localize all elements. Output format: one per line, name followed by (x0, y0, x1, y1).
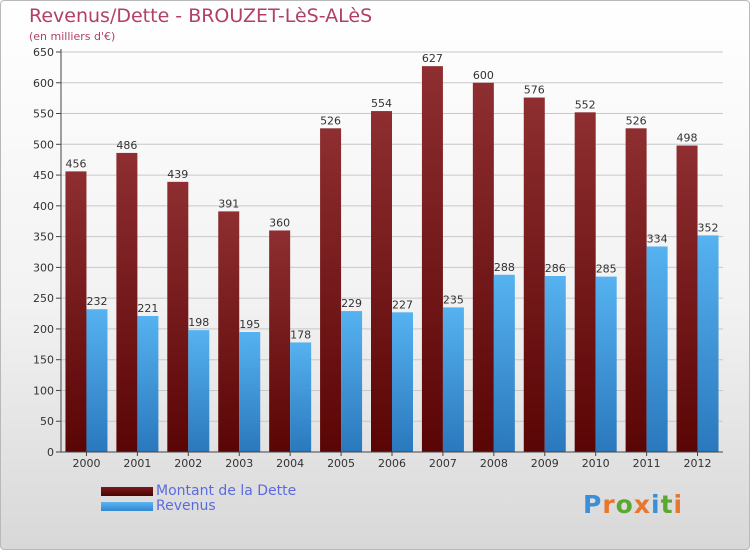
data-label-dette: 526 (626, 114, 647, 127)
bar-dette (167, 181, 189, 452)
x-tick-label: 2002 (174, 457, 202, 470)
y-tick-label: 100 (33, 384, 54, 397)
bar-dette (116, 152, 138, 452)
logo-letter: o (615, 490, 634, 519)
y-tick-label: 450 (33, 169, 54, 182)
x-tick-label: 2000 (72, 457, 100, 470)
bar-revenus (137, 316, 159, 452)
logo-letter: i (651, 490, 661, 519)
bar-dette (269, 230, 291, 452)
x-tick-label: 2003 (225, 457, 253, 470)
data-label-revenus: 288 (494, 261, 515, 274)
y-tick-label: 0 (47, 446, 54, 459)
data-label-revenus: 221 (137, 302, 158, 315)
data-label-dette: 600 (473, 69, 494, 82)
y-tick-label: 650 (33, 46, 54, 59)
y-tick-label: 150 (33, 354, 54, 367)
bar-dette (65, 171, 87, 452)
bar-dette (320, 128, 342, 453)
data-label-revenus: 285 (596, 263, 617, 276)
logo-letter: t (660, 490, 674, 519)
bar-revenus (595, 276, 617, 452)
x-tick-label: 2009 (531, 457, 559, 470)
data-label-dette: 456 (65, 157, 86, 170)
bar-dette (625, 128, 647, 453)
bar-dette (421, 66, 443, 453)
chart-subtitle: (en milliers d'€) (29, 30, 116, 43)
x-tick-label: 2005 (327, 457, 355, 470)
data-label-revenus: 235 (443, 293, 464, 306)
y-tick-label: 350 (33, 231, 54, 244)
legend-label-revenus: Revenus (156, 498, 216, 514)
bar-revenus (544, 276, 566, 452)
y-tick-label: 300 (33, 261, 54, 274)
data-label-revenus: 286 (545, 262, 566, 275)
bar-revenus (493, 274, 515, 452)
legend-label-dette: Montant de la Dette (156, 483, 297, 499)
data-label-revenus: 198 (188, 316, 209, 329)
bars (65, 66, 719, 453)
x-tick-label: 2006 (378, 457, 406, 470)
logo-letter: x (633, 490, 651, 519)
bar-revenus (239, 332, 261, 452)
x-tick-label: 2001 (123, 457, 151, 470)
data-label-revenus: 352 (698, 221, 719, 234)
logo-letter: i (673, 490, 684, 519)
y-tick-label: 600 (33, 77, 54, 90)
bar-revenus (442, 307, 464, 452)
chart-title: Revenus/Dette - BROUZET-LèS-ALèS (29, 5, 373, 27)
bar-dette (574, 112, 596, 453)
data-label-dette: 627 (422, 52, 443, 65)
data-label-revenus: 178 (290, 328, 311, 341)
y-tick-label: 550 (33, 108, 54, 121)
bar-revenus (392, 312, 413, 452)
bar-revenus (290, 342, 312, 452)
bar-revenus (646, 246, 668, 452)
logo-letter: r (602, 490, 616, 519)
x-tick-label: 2011 (633, 457, 661, 470)
bar-dette (218, 211, 240, 452)
y-tick-label: 50 (40, 415, 54, 428)
logo-letter: P (583, 490, 603, 519)
bar-revenus (86, 309, 108, 452)
bar-dette (676, 145, 698, 453)
bar-revenus (188, 330, 210, 452)
x-tick-label: 2004 (276, 457, 304, 470)
y-tick-label: 200 (33, 323, 54, 336)
data-labels: 456 232 486 221 439 198 391 195 360 178 526 229 554 2… (65, 52, 718, 341)
data-label-dette: 360 (269, 216, 290, 229)
y-tick-label: 400 (33, 200, 54, 213)
data-label-dette: 486 (116, 139, 137, 152)
data-label-revenus: 229 (341, 297, 362, 310)
bar-dette (523, 97, 545, 453)
x-tick-label: 2008 (480, 457, 508, 470)
y-tick-label: 500 (33, 138, 54, 151)
bar-dette (371, 111, 392, 453)
x-tick-label: 2007 (429, 457, 457, 470)
legend-swatch-revenus (101, 502, 153, 511)
data-label-dette: 552 (575, 98, 596, 111)
y-tick-label: 250 (33, 292, 54, 305)
legend-swatch-dette (101, 487, 153, 496)
data-label-dette: 439 (167, 168, 188, 181)
axes: 0 50 100 150 200 250 300 350 400 450 500 550 600 650 2… (33, 46, 723, 470)
data-label-dette: 576 (524, 84, 545, 97)
data-label-revenus: 227 (392, 298, 413, 311)
data-label-dette: 526 (320, 114, 341, 127)
data-label-revenus: 334 (647, 232, 668, 245)
bar-revenus (341, 311, 363, 452)
x-tick-label: 2012 (684, 457, 712, 470)
data-label-dette: 391 (218, 197, 239, 210)
data-label-dette: 554 (371, 97, 392, 110)
bar-dette (472, 82, 494, 453)
data-label-dette: 498 (677, 132, 698, 145)
data-label-revenus: 232 (86, 295, 107, 308)
x-tick-label: 2010 (582, 457, 610, 470)
bar-revenus (697, 235, 719, 452)
proxiti-logo: Proxiti (583, 490, 683, 519)
data-label-revenus: 195 (239, 318, 260, 331)
